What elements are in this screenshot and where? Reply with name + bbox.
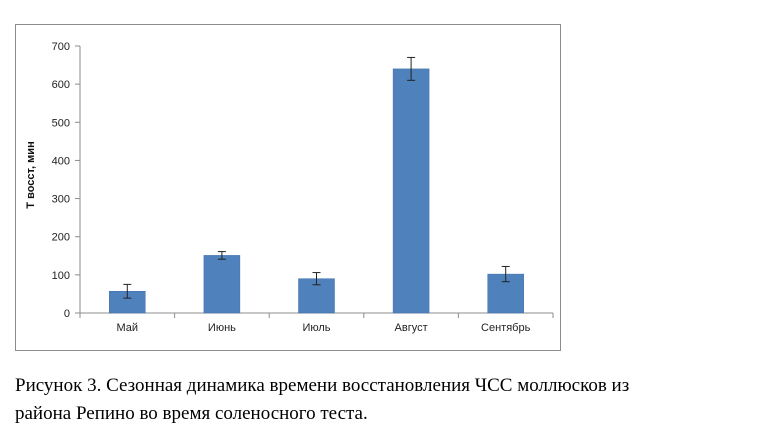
y-axis-title: T восст, мин	[25, 141, 37, 208]
axes	[75, 45, 554, 318]
x-tick-label: Июль	[302, 322, 330, 334]
error-bar	[123, 283, 132, 299]
caption-line-2: района Репино во время соленосного теста…	[15, 403, 368, 424]
x-tick-labels: Май Июнь Июль Август Сентябрь	[117, 322, 531, 334]
y-tick-label: 200	[52, 232, 70, 244]
chart-frame: T восст, мин 0 100 200 300 400 500 600 700 Май И…	[15, 24, 561, 351]
error-bar	[312, 272, 321, 286]
y-tick-label: 500	[52, 117, 70, 129]
error-bar	[217, 251, 226, 260]
bar-chart: T восст, мин 0 100 200 300 400 500 600 700 Май И…	[25, 41, 554, 334]
figure-caption: Рисунок 3. Сезонная динамика времени вос…	[15, 372, 755, 428]
y-tick-labels: 0 100 200 300 400 500 600 700	[52, 41, 70, 320]
caption-line-1: Рисунок 3. Сезонная динамика времени вос…	[15, 375, 630, 396]
y-tick-label: 400	[52, 155, 70, 167]
bar	[203, 255, 241, 314]
x-tick-label: Июнь	[208, 322, 236, 334]
x-tick-label: Сентябрь	[481, 322, 531, 334]
x-tick-label: Август	[395, 322, 428, 334]
y-tick-label: 700	[52, 41, 70, 53]
bar	[392, 68, 430, 314]
x-tick-label: Май	[117, 322, 139, 334]
error-bar	[501, 265, 510, 283]
y-tick-label: 0	[64, 308, 70, 320]
error-bar	[407, 56, 416, 81]
y-tick-label: 300	[52, 194, 70, 206]
error-bars	[123, 56, 510, 299]
y-tick-label: 600	[52, 79, 70, 91]
y-tick-label: 100	[52, 270, 70, 282]
